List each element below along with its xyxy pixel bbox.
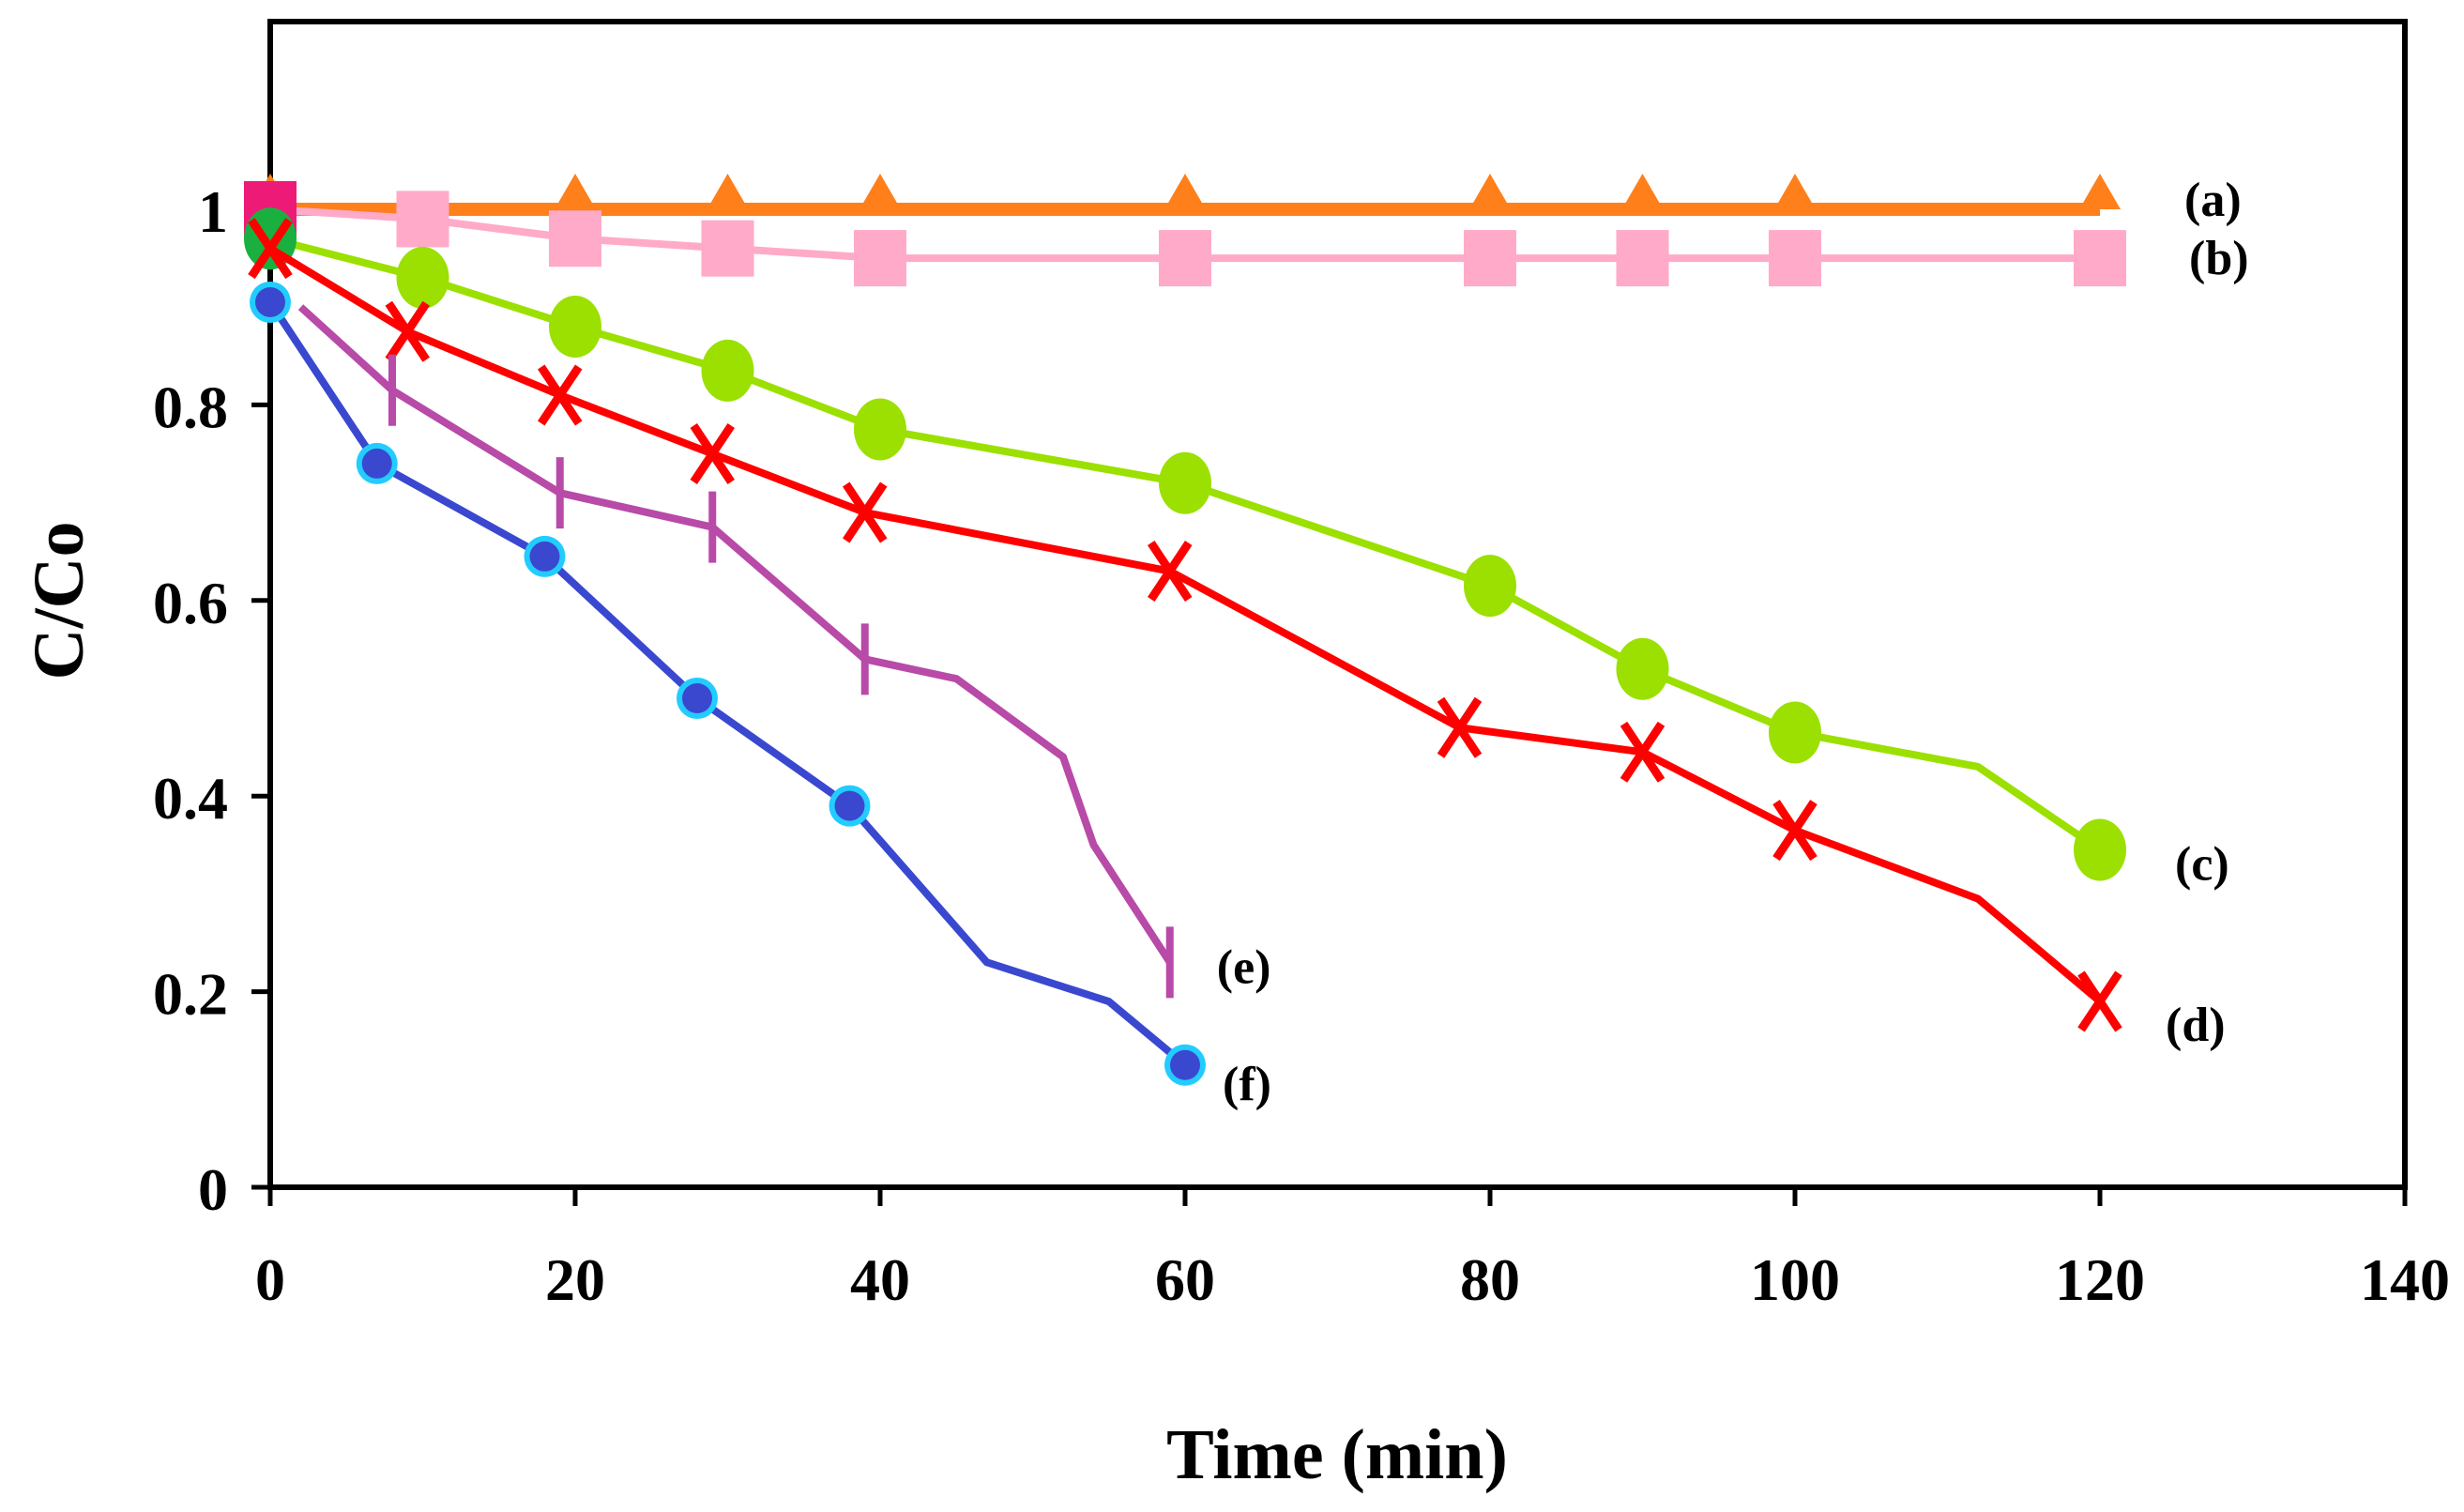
series-group: (a)(b) (c) (d) (e) (f)	[244, 174, 2249, 1111]
x-tick-label: 40	[850, 1246, 910, 1313]
data-point	[707, 174, 749, 209]
data-point	[396, 246, 449, 309]
data-point	[1620, 721, 1665, 783]
y-tick-label: 0.2	[153, 961, 228, 1028]
series-label: (d)	[2166, 999, 2226, 1052]
data-point	[701, 339, 754, 402]
data-point	[1616, 637, 1669, 700]
data-point	[529, 541, 560, 572]
data-point	[1159, 230, 1211, 287]
data-point	[1469, 174, 1511, 209]
series-line	[267, 245, 2103, 1005]
data-point	[1159, 451, 1211, 514]
data-point	[854, 398, 906, 461]
data-point	[1772, 800, 1818, 862]
x-tick-label: 0	[255, 1246, 285, 1313]
series-b: (b)	[244, 181, 2249, 287]
series-a: (a)	[250, 174, 2242, 227]
series-label: (e)	[1217, 940, 1271, 994]
data-point	[2074, 818, 2126, 881]
x-axis: 0 20 40 60 80 100 120 140	[255, 1187, 2450, 1313]
data-point	[682, 683, 712, 713]
data-point	[701, 220, 754, 277]
series-line	[297, 304, 1174, 965]
data-point	[1769, 230, 1821, 287]
x-tick-label: 120	[2055, 1246, 2145, 1313]
data-point	[2074, 230, 2126, 287]
data-point	[1437, 696, 1483, 758]
data-point	[1774, 174, 1816, 209]
x-tick-label: 20	[545, 1246, 605, 1313]
series-line	[269, 206, 2100, 263]
data-point	[248, 218, 293, 280]
data-point	[2077, 970, 2122, 1032]
plot-frame	[267, 19, 2408, 1190]
y-tick-label: 0.6	[153, 570, 228, 636]
series-label: (b)	[2189, 232, 2249, 285]
x-axis-label: Time (min)	[1166, 1415, 1508, 1494]
data-point	[1170, 1049, 1200, 1080]
x-tick-label: 60	[1155, 1246, 1215, 1313]
y-tick-label: 0	[198, 1156, 228, 1223]
series-label: (f)	[1223, 1058, 1271, 1111]
data-point	[1464, 555, 1516, 618]
data-point	[1769, 701, 1821, 764]
data-point	[1621, 174, 1664, 209]
y-tick-label: 0.4	[153, 765, 228, 832]
data-point	[1164, 174, 1206, 209]
series-f: (f)	[250, 281, 1271, 1111]
series-label: (c)	[2175, 838, 2229, 892]
data-point	[843, 481, 888, 543]
data-point	[549, 210, 601, 267]
data-point	[2079, 174, 2121, 209]
data-point	[538, 364, 583, 426]
data-point	[396, 191, 449, 248]
data-point	[1616, 230, 1669, 287]
y-tick-label: 0.8	[153, 374, 228, 440]
series-d: (d)	[248, 218, 2226, 1052]
x-tick-label: 80	[1460, 1246, 1520, 1313]
x-tick-label: 100	[1750, 1246, 1840, 1313]
data-point	[555, 174, 596, 209]
data-point	[1148, 541, 1193, 603]
x-tick-label: 140	[2360, 1246, 2450, 1313]
data-point	[255, 286, 285, 317]
data-point	[859, 174, 901, 209]
series-line	[266, 299, 1188, 1068]
data-point	[690, 423, 735, 484]
data-point	[1464, 230, 1516, 287]
data-point	[549, 296, 601, 359]
series-e: (e)	[297, 304, 1271, 999]
data-point	[361, 448, 392, 479]
series-label: (a)	[2184, 174, 2242, 227]
data-point	[854, 230, 906, 287]
data-point	[385, 300, 430, 362]
data-point	[834, 790, 865, 821]
y-axis: 0 0.2 0.4 0.6 0.8 1	[153, 178, 270, 1223]
y-tick-label: 1	[198, 178, 228, 245]
y-axis-label: C/Co	[20, 522, 99, 680]
